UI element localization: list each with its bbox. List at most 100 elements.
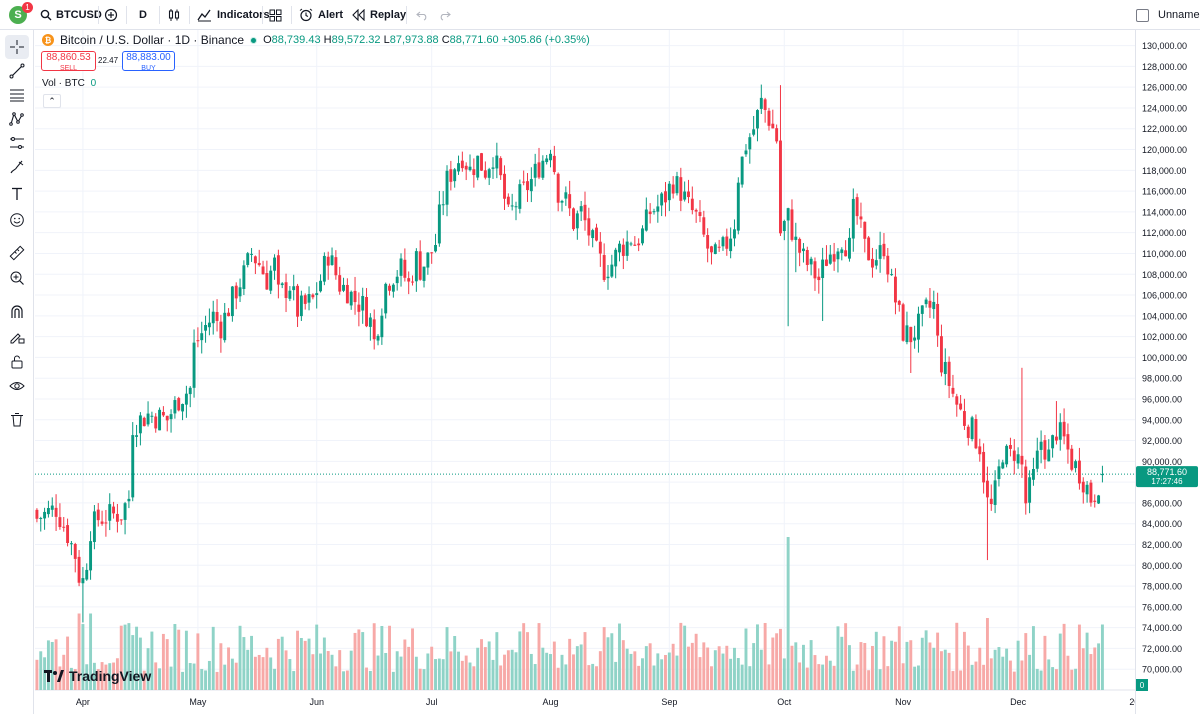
candle-body (924, 299, 928, 305)
tradingview-logo[interactable]: TradingView (44, 668, 151, 684)
forecast-tool[interactable] (5, 131, 29, 155)
icon-tool[interactable] (5, 208, 29, 232)
volume-legend[interactable]: Vol · BTC 0 (42, 78, 96, 89)
sell-button[interactable]: 88,860.53 SELL (41, 51, 96, 72)
candle-body (54, 507, 58, 517)
legend-collapse-button[interactable]: ⌃ (43, 94, 61, 108)
time-tick-label: Aug (542, 697, 558, 707)
chart-type-button[interactable] (167, 0, 181, 30)
volume-bar (315, 624, 319, 690)
alarm-clock-icon (299, 8, 313, 22)
volume-bar (583, 632, 587, 690)
price-axis[interactable]: 70,000.00 72,000.00 74,000.00 76,000.00 78,0… (1135, 30, 1200, 714)
candle-body (939, 336, 943, 373)
candle-body (763, 99, 767, 110)
trend-line-tool[interactable] (5, 59, 29, 83)
candle-body (909, 326, 913, 343)
candle-body (851, 198, 855, 239)
price-tick-label: 74,000.00 (1142, 623, 1182, 633)
volume-bar (832, 665, 836, 690)
candle-body (821, 259, 825, 279)
price-tick-label: 110,000.00 (1142, 249, 1186, 259)
candle-body (1012, 450, 1016, 461)
candle-body (338, 275, 342, 292)
interval-button[interactable]: D (139, 0, 147, 30)
volume-bar (345, 670, 349, 690)
change-value: +305.86 (+0.35%) (501, 34, 590, 46)
drawing-mode-tool[interactable] (5, 325, 29, 349)
indicators-button[interactable]: Indicators (197, 0, 270, 30)
candle-body (744, 150, 748, 155)
alert-button[interactable]: Alert (299, 0, 343, 30)
layout-name-button[interactable]: Unnamed (1136, 0, 1200, 30)
candle-body (273, 257, 277, 271)
volume-bar (39, 651, 43, 690)
volume-bar (717, 646, 721, 690)
price-chart[interactable]: Apr May Jun Jul Aug Sep Oct Nov Dec 202 (35, 30, 1135, 714)
replay-button[interactable]: Replay (352, 0, 406, 30)
candle-body (748, 137, 752, 150)
candle-body (449, 169, 453, 182)
fib-tool[interactable] (5, 83, 29, 107)
redo-button[interactable] (439, 0, 451, 30)
volume-bar (690, 642, 694, 690)
volume-bar (280, 636, 284, 690)
price-tick-label: 96,000.00 (1142, 394, 1182, 404)
volume-bar (955, 622, 959, 690)
magnet-tool[interactable] (5, 300, 29, 324)
volume-bar (529, 653, 533, 690)
volume-bar (96, 669, 100, 690)
candle-body (372, 319, 376, 340)
text-tool[interactable] (5, 182, 29, 206)
volume-bar (767, 664, 771, 690)
symbol-title[interactable]: Bitcoin / U.S. Dollar · 1D · Binance (60, 33, 245, 47)
ruler-icon (9, 245, 25, 261)
volume-bar (115, 658, 119, 690)
compare-symbol-button[interactable] (104, 0, 118, 30)
volume-bar (821, 664, 825, 690)
volume-bar (215, 671, 219, 690)
undo-button[interactable] (416, 0, 428, 30)
crosshair-tool[interactable] (5, 35, 29, 59)
symbol-search-button[interactable]: BTCUSD (40, 0, 102, 30)
candle-body (365, 297, 368, 327)
candle-body (736, 182, 740, 231)
candle-body (959, 403, 963, 410)
price-tick-label: 82,000.00 (1142, 540, 1182, 550)
volume-bar (1024, 633, 1028, 690)
volume-bar (223, 664, 227, 690)
candle-body (989, 498, 993, 505)
candle-body (250, 253, 254, 255)
candle-body (445, 170, 449, 205)
candle-body (595, 227, 598, 241)
pattern-tool[interactable] (5, 107, 29, 131)
volume-bar (250, 635, 254, 690)
volume-bar (142, 670, 146, 690)
candle-body (683, 191, 687, 200)
buy-button[interactable]: 88,883.00 BUY (122, 51, 175, 72)
candle-body (184, 393, 188, 405)
lock-tool[interactable] (5, 350, 29, 374)
volume-bar (790, 645, 794, 690)
candle-body (345, 284, 349, 304)
volume-bar (591, 663, 595, 690)
candle-body (246, 253, 250, 265)
candle-body (1031, 469, 1035, 480)
zoom-tool[interactable] (5, 266, 29, 290)
brush-tool[interactable] (5, 155, 29, 179)
candle-body (962, 411, 966, 426)
measure-tool[interactable] (5, 241, 29, 265)
candle-body (476, 155, 480, 178)
candle-body (510, 205, 514, 207)
candle-body (211, 311, 215, 324)
candle-body (464, 165, 468, 170)
remove-drawings-tool[interactable] (5, 408, 29, 432)
layouts-button[interactable] (269, 0, 282, 30)
visibility-tool[interactable] (5, 374, 29, 398)
volume-bar (460, 660, 464, 690)
candle-body (269, 270, 273, 291)
candles-icon (168, 9, 180, 21)
candle-body (916, 313, 920, 340)
forecast-icon (10, 137, 24, 149)
volume-bar (962, 631, 966, 690)
